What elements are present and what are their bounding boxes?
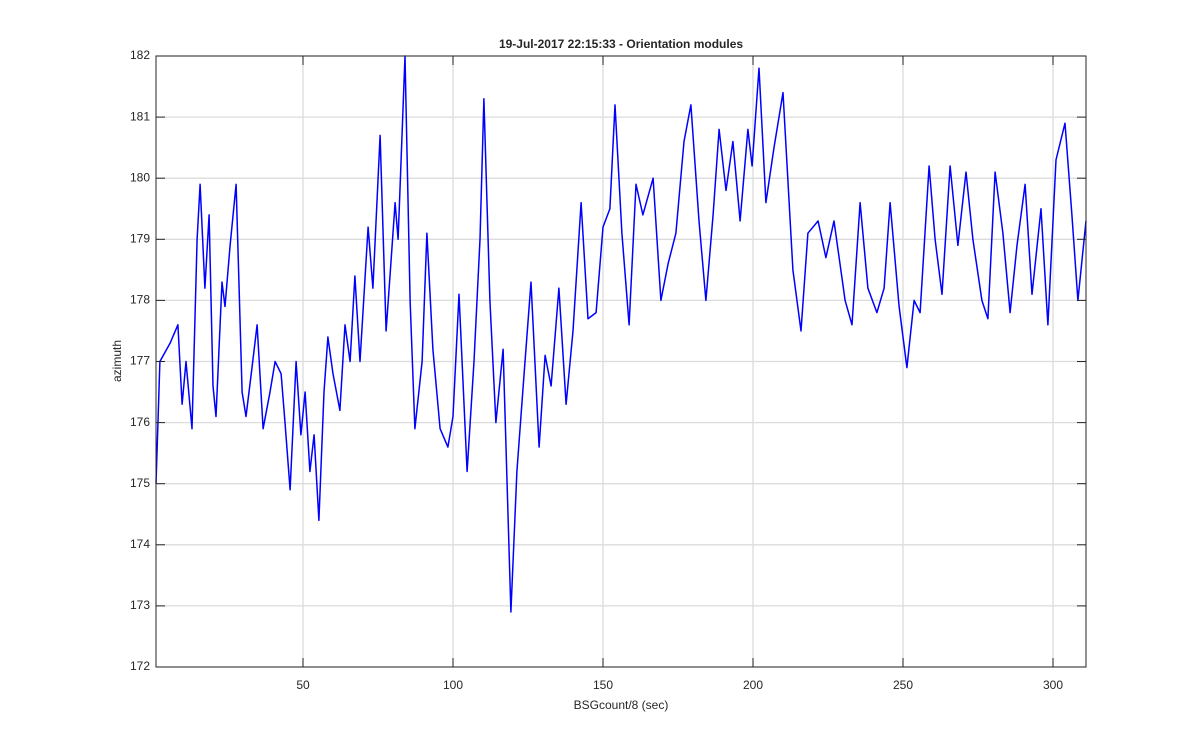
- y-tick-label: 181: [130, 109, 150, 123]
- plot-area: 50 100 150 200 250 300 172 173 174 175 176 177 178 17…: [130, 48, 1087, 692]
- y-tick-label: 179: [130, 231, 150, 245]
- y-tick-label: 174: [130, 537, 150, 551]
- x-tick-label: 250: [893, 678, 913, 692]
- y-tick-label: 176: [130, 415, 150, 429]
- x-tick-label: 300: [1043, 678, 1063, 692]
- y-axis-label: azimuth: [110, 340, 124, 382]
- x-tick-label: 50: [296, 678, 310, 692]
- y-tick-label: 178: [130, 293, 150, 307]
- y-tick-label: 173: [130, 598, 150, 612]
- y-tick-label: 175: [130, 476, 150, 490]
- chart-title: 19-Jul-2017 22:15:33 - Orientation modul…: [499, 37, 743, 51]
- y-tick-label: 172: [130, 659, 150, 673]
- y-tick-label: 182: [130, 48, 150, 62]
- x-axis-label: BSGcount/8 (sec): [574, 698, 669, 712]
- data-line: [155, 55, 1087, 613]
- x-tick-label: 150: [593, 678, 613, 692]
- y-tick-label: 180: [130, 170, 150, 184]
- x-tick-label: 100: [443, 678, 463, 692]
- y-tick-label: 177: [130, 354, 150, 368]
- x-tick-label: 200: [743, 678, 763, 692]
